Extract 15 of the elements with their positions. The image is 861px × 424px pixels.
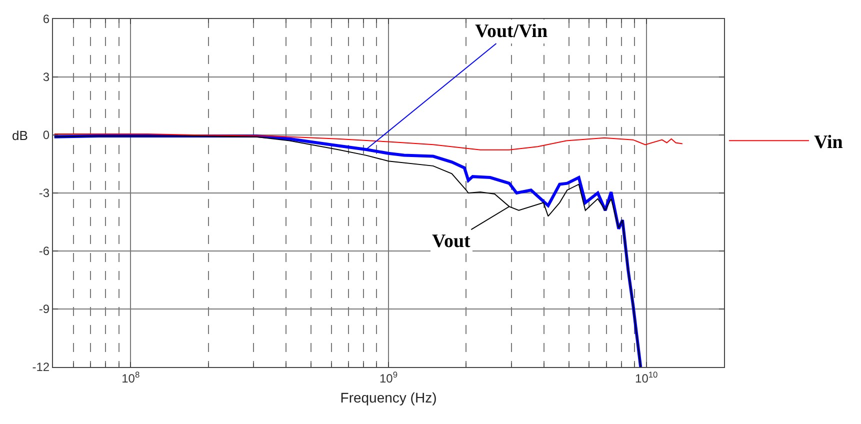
y-tick-label: 0 — [42, 128, 50, 142]
x-tick-label: 10$^{10}$ — [635, 369, 658, 386]
y-tick-label: 6 — [42, 12, 50, 26]
y-tick-label: -9 — [38, 302, 50, 316]
y-tick-label: -12 — [32, 360, 50, 374]
y-tick-label: -3 — [38, 186, 50, 200]
x-tick-label: 10$^{8}$ — [122, 369, 140, 386]
y-axis-title: dB — [12, 128, 28, 143]
x-tick-label: 10$^{9}$ — [379, 369, 398, 386]
y-tick-label: 3 — [42, 70, 50, 84]
legend-label: Vin — [814, 132, 844, 154]
text: Vout/Vin — [475, 21, 548, 42]
y-tick-label: -6 — [38, 244, 50, 258]
text: Vout — [432, 231, 472, 252]
x-axis-title: Frequency (Hz) — [340, 390, 437, 406]
